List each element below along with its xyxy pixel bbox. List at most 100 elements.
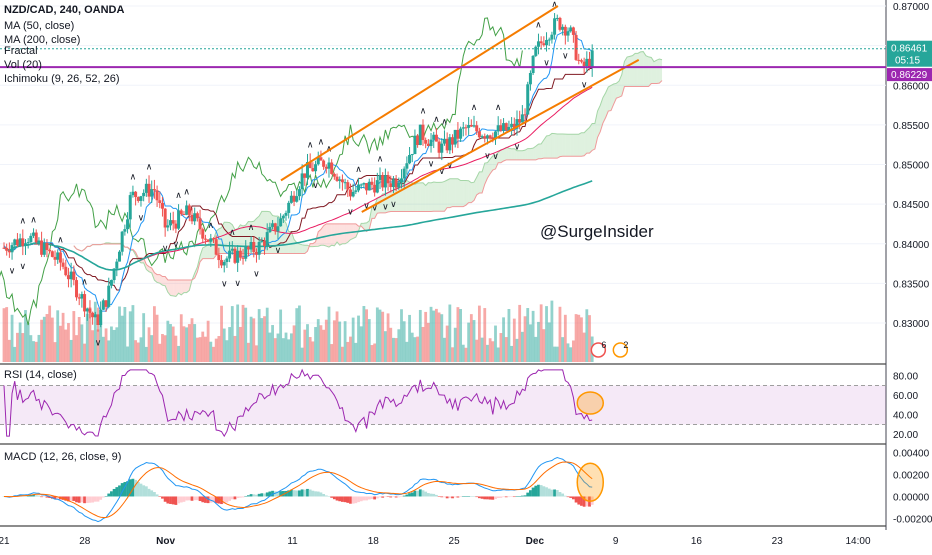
- fractal-down-marker: ∨: [253, 269, 260, 279]
- cloud-segment: [654, 60, 657, 83]
- candle-body: [142, 193, 145, 196]
- macd-histogram-bar: [70, 496, 73, 500]
- volume-bar: [432, 311, 435, 362]
- volume-bar: [250, 317, 253, 362]
- volume-bar: [384, 331, 387, 362]
- macd-histogram-bar: [260, 493, 263, 496]
- macd-histogram-bar: [156, 494, 159, 496]
- candle-body: [462, 127, 465, 128]
- candle-body: [397, 182, 400, 187]
- candle-body: [287, 203, 290, 213]
- candle-body: [481, 136, 484, 137]
- volume-bar: [365, 309, 368, 362]
- macd-histogram-bar: [145, 486, 148, 496]
- candle-body: [567, 31, 570, 35]
- candle-body: [37, 241, 40, 243]
- volume-bar: [381, 312, 384, 362]
- cloud-segment: [434, 182, 437, 211]
- volume-bar: [64, 330, 67, 362]
- macd-histogram-bar: [140, 484, 143, 497]
- rsi-legend[interactable]: RSI (14, close): [4, 369, 77, 381]
- cloud-segment: [173, 280, 176, 296]
- macd-histogram-bar: [510, 496, 513, 497]
- volume-bar: [161, 334, 164, 362]
- candle-body: [448, 137, 451, 150]
- legend-ichimoku[interactable]: Ichimoku (9, 26, 52, 26): [4, 73, 120, 85]
- candle-body: [561, 27, 564, 30]
- x-tick-label: 25: [449, 536, 461, 547]
- candle-body: [542, 43, 545, 45]
- fractal-down-marker: ∨: [275, 245, 282, 255]
- macd-histogram-bar: [325, 495, 328, 496]
- volume-bar: [497, 347, 500, 362]
- candle-body: [411, 154, 414, 155]
- candle-body: [150, 189, 153, 197]
- volume-bar: [191, 318, 194, 362]
- cloud-segment: [608, 85, 611, 111]
- volume-bar: [274, 338, 277, 362]
- cloud-segment: [458, 179, 461, 207]
- cloud-segment: [530, 148, 533, 160]
- macd-histogram-bar: [577, 496, 580, 504]
- candle-body: [564, 27, 567, 36]
- price-tick-label: 0.84500: [893, 200, 930, 211]
- candle-body: [279, 218, 282, 226]
- candle-body: [510, 124, 513, 127]
- candle-body: [379, 175, 382, 180]
- candle-body: [556, 18, 559, 19]
- candle-body: [454, 130, 457, 145]
- volume-bar: [207, 321, 210, 362]
- volume-bar: [397, 329, 400, 362]
- candle-body: [250, 242, 253, 249]
- legend-fractal[interactable]: Fractal: [4, 45, 38, 57]
- volume-bar: [263, 316, 266, 362]
- volume-bar: [75, 335, 78, 362]
- candle-body: [483, 136, 486, 138]
- fractal-up-marker: ∧: [355, 164, 362, 174]
- cloud-segment: [203, 247, 206, 259]
- macd-histogram-bar: [317, 492, 320, 497]
- cloud-segment: [657, 59, 660, 84]
- fractal-up-marker: ∧: [471, 102, 478, 112]
- cloud-segment: [635, 53, 638, 86]
- macd-tick-label: 0.00000: [893, 492, 930, 503]
- candle-body: [148, 184, 151, 197]
- macd-histogram-bar: [263, 493, 266, 496]
- candle-body: [325, 167, 328, 169]
- candle-body: [526, 84, 529, 114]
- volume-bar: [424, 312, 427, 362]
- volume-bar: [164, 335, 167, 362]
- candle-body: [282, 216, 285, 219]
- volume-bar: [499, 333, 502, 362]
- volume-bar: [185, 327, 188, 362]
- volume-bar: [46, 314, 49, 362]
- volume-bar: [456, 307, 459, 362]
- candle-body: [545, 40, 548, 45]
- macd-histogram-bar: [532, 488, 535, 497]
- volume-bar: [459, 309, 462, 362]
- volume-bar: [462, 345, 465, 362]
- legend-ma50[interactable]: MA (50, close): [4, 20, 74, 32]
- macd-histogram-bar: [381, 496, 384, 497]
- volume-bar: [545, 306, 548, 362]
- candle-body: [107, 286, 110, 307]
- macd-histogram-bar: [80, 496, 83, 502]
- candle-body: [35, 233, 38, 243]
- macd-histogram-bar: [486, 496, 489, 499]
- x-tick-label: 28: [79, 536, 91, 547]
- x-tick-label: Nov: [156, 536, 175, 547]
- legend-volume[interactable]: Vol (20): [4, 59, 42, 71]
- macd-legend[interactable]: MACD (12, 26, close, 9): [4, 451, 121, 463]
- volume-bar: [328, 307, 331, 362]
- candle-body: [113, 269, 116, 280]
- cloud-segment: [302, 245, 305, 254]
- macd-histogram-bar: [376, 496, 379, 498]
- candle-body: [419, 125, 422, 145]
- macd-histogram-bar: [470, 496, 473, 497]
- candle-body: [223, 262, 226, 265]
- candle-body: [32, 233, 35, 236]
- macd-histogram-bar: [295, 490, 298, 496]
- x-tick-label: 23: [772, 536, 784, 547]
